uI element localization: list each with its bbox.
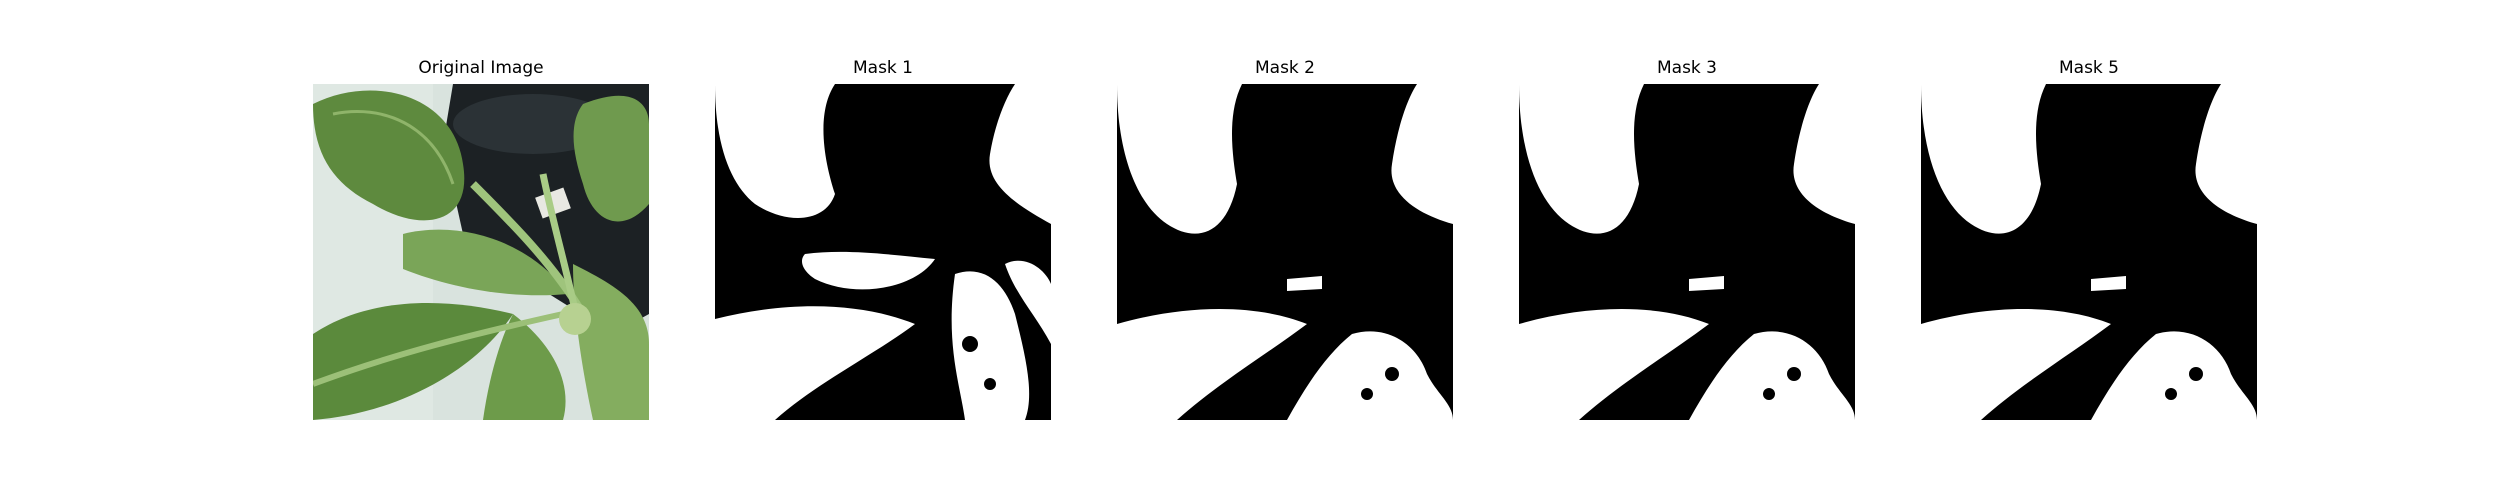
panel-mask-2: Mask 2 (1117, 0, 1453, 500)
panel-title: Mask 2 (1254, 58, 1315, 78)
panel-title: Original Image (418, 58, 544, 78)
mask-5-image (1921, 84, 2257, 420)
panel-mask-3: Mask 3 (1519, 0, 1855, 500)
plant-photo-svg (313, 84, 649, 420)
original-plant-photo (313, 84, 649, 420)
mask-2-svg (1117, 84, 1453, 420)
mask-3-image (1519, 84, 1855, 420)
panel-mask-5: Mask 5 (1921, 0, 2257, 500)
mask-2-image (1117, 84, 1453, 420)
mask-1-image (715, 84, 1051, 420)
panel-mask-1: Mask 1 (715, 0, 1051, 500)
mask-3-svg (1519, 84, 1855, 420)
mask-5-svg (1921, 84, 2257, 420)
panel-title: Mask 3 (1656, 58, 1717, 78)
mask-1-svg (715, 84, 1051, 420)
panel-title: Mask 5 (2058, 58, 2119, 78)
panel-original-image: Original Image (313, 0, 649, 500)
panel-title: Mask 1 (852, 58, 913, 78)
